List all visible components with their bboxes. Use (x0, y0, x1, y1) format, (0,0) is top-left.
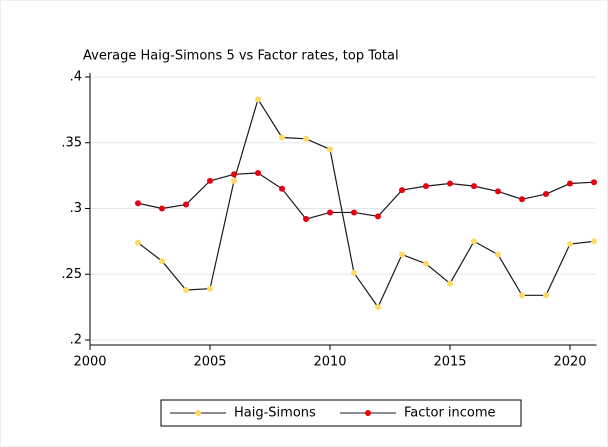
y-tick-label: .25 (61, 267, 82, 282)
data-point (447, 280, 453, 287)
data-point (543, 292, 549, 299)
chart-title: Average Haig-Simons 5 vs Factor rates, t… (83, 49, 399, 64)
data-point (447, 180, 453, 187)
data-point (231, 177, 237, 184)
data-point (591, 179, 597, 186)
data-point (471, 183, 477, 190)
data-point (375, 304, 381, 311)
legend-marker (195, 410, 201, 416)
data-point (423, 183, 429, 190)
legend-marker (365, 410, 371, 416)
data-point (207, 285, 213, 292)
data-point (255, 169, 261, 176)
y-tick-label: .35 (61, 135, 82, 150)
data-point (375, 213, 381, 220)
data-point (231, 171, 237, 178)
data-point (183, 201, 189, 208)
data-point (303, 216, 309, 223)
data-point (351, 209, 357, 216)
data-point (183, 287, 189, 294)
data-point (567, 180, 573, 187)
y-tick-label: .2 (70, 333, 82, 348)
data-point (327, 209, 333, 216)
y-tick-label: .3 (70, 201, 82, 216)
data-point (591, 238, 597, 245)
y-tick-label: .4 (70, 70, 82, 85)
data-point (327, 146, 333, 153)
data-point (255, 96, 261, 103)
series-line (137, 172, 595, 220)
x-tick-label: 2005 (193, 355, 226, 370)
data-point (423, 260, 429, 267)
data-point (495, 188, 501, 195)
x-tick-label: 2010 (313, 355, 346, 370)
data-point (399, 187, 405, 194)
data-point (135, 239, 141, 246)
x-tick-label: 2000 (73, 355, 106, 370)
data-point (159, 205, 165, 212)
x-tick-label: 2020 (553, 355, 586, 370)
data-point (135, 200, 141, 207)
data-point (279, 134, 285, 141)
data-point (351, 269, 357, 276)
data-point (207, 177, 213, 184)
data-point (567, 241, 573, 248)
legend-label: Factor income (404, 406, 496, 421)
x-tick-label: 2015 (433, 355, 466, 370)
series-line (137, 97, 595, 309)
data-point (471, 238, 477, 245)
data-point (303, 135, 309, 142)
data-point (519, 196, 525, 203)
data-point (519, 292, 525, 299)
data-point (495, 251, 501, 258)
legend-label: Haig-Simons (234, 406, 316, 421)
data-point (399, 251, 405, 258)
data-point (159, 258, 165, 265)
data-point (543, 191, 549, 198)
data-point (279, 185, 285, 192)
